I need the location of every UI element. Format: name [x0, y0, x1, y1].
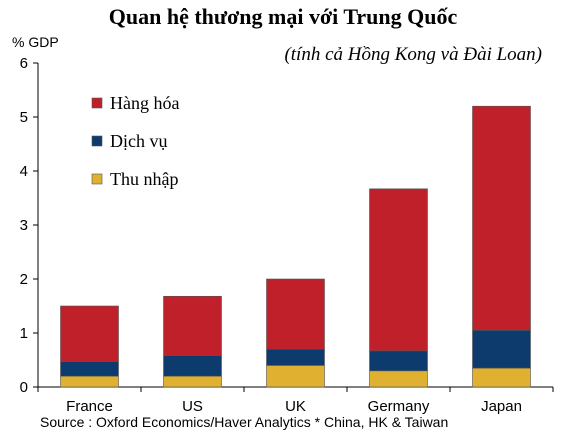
- bar-segment: [60, 375, 119, 388]
- bar-segment: [472, 105, 531, 331]
- x-tick-label: Japan: [481, 398, 522, 415]
- bar-segment: [163, 295, 222, 356]
- y-tick-label: 3: [20, 217, 28, 234]
- legend-label: Dịch vụ: [110, 131, 168, 151]
- bar-segment: [369, 350, 428, 372]
- x-tick-label: UK: [285, 398, 306, 415]
- bar-segment: [60, 305, 119, 362]
- y-tick-label: 6: [20, 55, 28, 72]
- legend-swatch: [91, 135, 103, 147]
- bar-segment: [472, 329, 531, 369]
- legend-label: Thu nhập: [110, 169, 178, 189]
- axes: 0 1 2 3 4 5 6 France US UK Germany Japan: [20, 55, 554, 415]
- bar-segment: [369, 370, 428, 388]
- bar-segment: [266, 365, 325, 388]
- bar-segment: [163, 375, 222, 388]
- y-tick-label: 1: [20, 325, 28, 342]
- y-tick-label: 2: [20, 271, 28, 288]
- y-tick-label: 5: [20, 109, 28, 126]
- x-tick-label: Germany: [368, 398, 430, 415]
- y-tick-label: 4: [20, 163, 28, 180]
- y-axis-label: % GDP: [12, 34, 59, 50]
- legend-swatch: [91, 173, 103, 185]
- bar-segment: [266, 348, 325, 366]
- legend-swatch: [91, 97, 103, 109]
- bar-segment: [266, 278, 325, 350]
- bar-segment: [163, 355, 222, 377]
- source-note: Source : Oxford Economics/Haver Analytic…: [40, 414, 449, 430]
- legend-label: Hàng hóa: [110, 93, 179, 113]
- x-tick-label: US: [182, 398, 203, 415]
- chart-title: Quan hệ thương mại với Trung Quốc: [108, 4, 458, 29]
- bar-segment: [472, 367, 531, 388]
- bar-segment: [60, 361, 119, 377]
- legend: Hàng hóa Dịch vụ Thu nhập: [91, 93, 179, 189]
- bars: [60, 105, 531, 388]
- y-tick-label: 0: [20, 379, 28, 396]
- bar-segment: [369, 188, 428, 352]
- x-tick-label: France: [66, 398, 113, 415]
- chart-subtitle: (tính cả Hồng Kong và Đài Loan): [284, 44, 542, 65]
